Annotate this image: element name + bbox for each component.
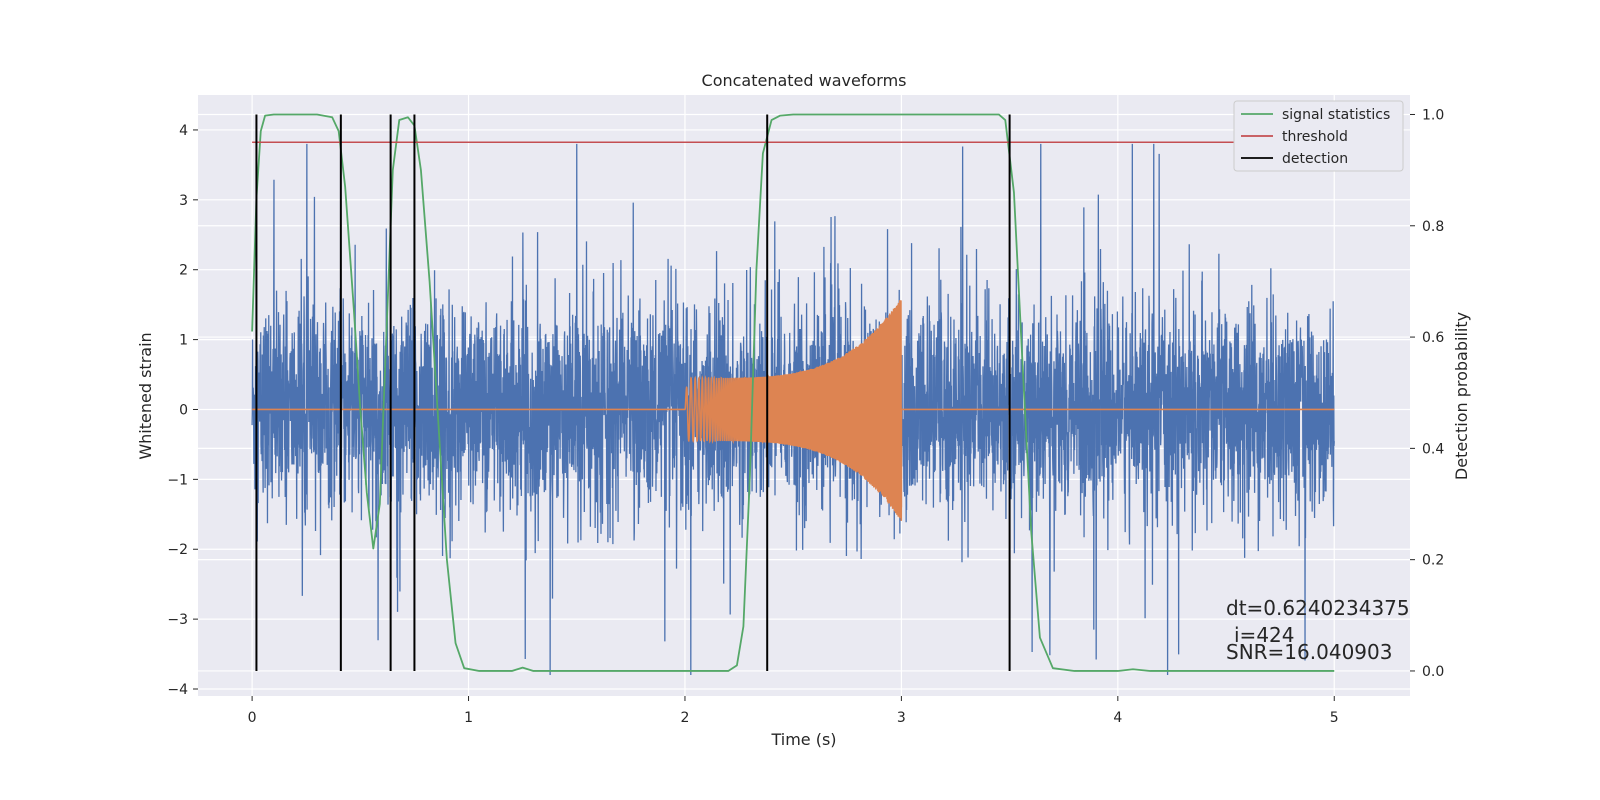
chirp-line [252,300,1335,521]
x-axis-label: Time (s) [770,730,836,749]
y2-tick-label: 0.2 [1422,553,1444,569]
y2-tick-label: 0.4 [1422,441,1444,457]
signal-statistics-series [251,113,1335,672]
y2-tick-label: 1.0 [1422,107,1444,123]
y-tick-label: −2 [167,542,188,558]
axis-ticks: 0 1 2 3 4 5 −4 −3 −2 −1 0 1 2 3 4 0.0 0.2 0.4 0.6 0.8 1.0 [167,107,1444,726]
detection-series [255,114,1011,671]
y2-tick-label: 0.8 [1422,219,1444,235]
x-tick-label: 1 [464,710,473,726]
y-tick-label: 0 [179,402,188,418]
legend: signal statistics threshold detection [1233,100,1404,172]
x-tick-label: 0 [248,710,257,726]
y2-tick-label: 0.0 [1422,664,1444,680]
y-tick-label: −3 [167,612,188,628]
legend-box [1233,100,1404,172]
y-tick-label: 4 [179,123,188,139]
x-tick-label: 5 [1330,710,1339,726]
y2-axis-label: Detection probability [1452,312,1471,480]
y2-tick-label: 0.6 [1422,330,1444,346]
y-tick-label: −1 [167,472,188,488]
legend-label-detection: detection [1282,151,1348,167]
annotation-snr: SNR=16.040903 [1226,640,1392,664]
x-tick-label: 2 [681,710,690,726]
y-tick-label: 2 [179,263,188,279]
legend-label-threshold: threshold [1282,129,1348,145]
y-tick-label: 3 [179,193,188,209]
x-tick-label: 4 [1113,710,1122,726]
x-tick-label: 3 [897,710,906,726]
y-axis-label: Whitened strain [136,332,155,459]
chart-title: Concatenated waveforms [702,71,907,90]
annotation-i: i=424 [1234,623,1295,647]
y-tick-label: 1 [179,333,188,349]
legend-label-signal-statistics: signal statistics [1282,107,1390,123]
y-tick-label: −4 [167,682,188,698]
chirp-series [252,300,1335,521]
signal-statistics-line [251,113,1335,672]
annotation-dt: dt=0.6240234375 [1226,596,1410,620]
